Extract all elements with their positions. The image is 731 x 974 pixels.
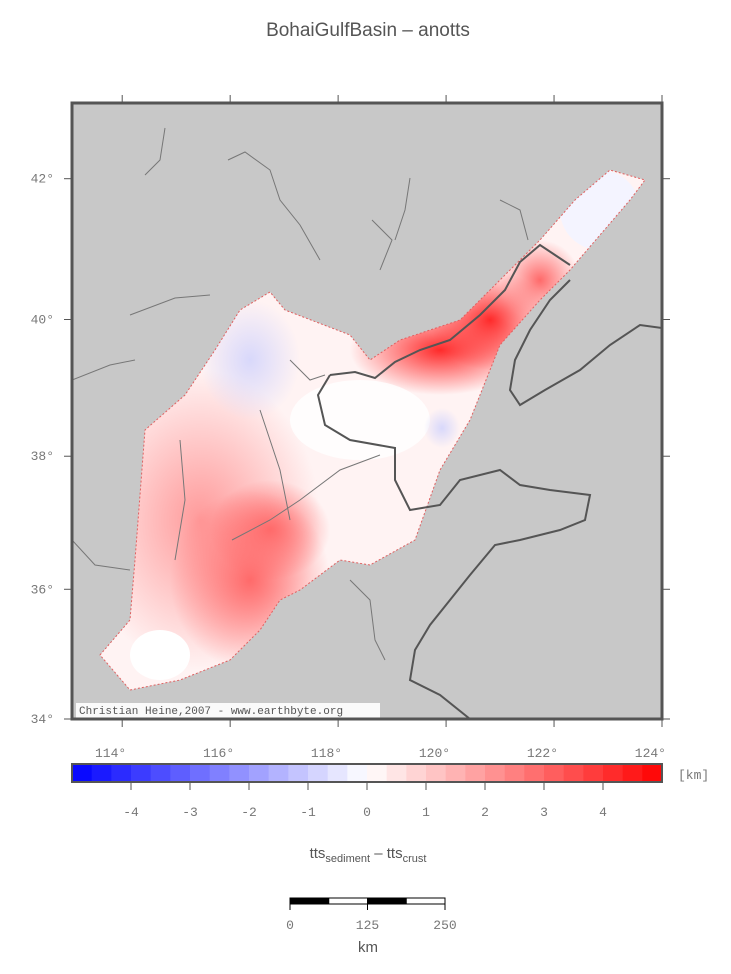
y-tick-label: 34° bbox=[31, 712, 54, 727]
coastline bbox=[316, 243, 662, 719]
colorbar-step bbox=[367, 764, 388, 782]
colorbar-step bbox=[544, 764, 565, 782]
colorbar-step bbox=[308, 764, 329, 782]
colorbar-step bbox=[268, 764, 289, 782]
colorbar-step bbox=[406, 764, 427, 782]
map-frame bbox=[70, 101, 664, 721]
colorbar-step bbox=[288, 764, 309, 782]
colorbar-step bbox=[209, 764, 230, 782]
y-tick-label: 38° bbox=[31, 449, 54, 464]
colorbar-step bbox=[229, 764, 250, 782]
colorbar-tick-label: 2 bbox=[481, 805, 489, 820]
colorbar-tick-label: 1 bbox=[422, 805, 430, 820]
colorbar-label-part: crust bbox=[403, 853, 427, 865]
x-tick-label: 122° bbox=[527, 746, 558, 761]
colorbar-step bbox=[583, 764, 604, 782]
colorbar-step bbox=[563, 764, 584, 782]
x-tick-label: 124° bbox=[635, 746, 666, 761]
colorbar-step bbox=[131, 764, 152, 782]
colorbar-step bbox=[504, 764, 525, 782]
y-tick-label: 36° bbox=[31, 582, 54, 597]
colorbar-step bbox=[91, 764, 112, 782]
x-tick-label: 120° bbox=[419, 746, 450, 761]
scalebar-segment bbox=[289, 897, 330, 905]
colorbar-label-part: sediment bbox=[325, 853, 370, 865]
map-area: Christian Heine,2007 - www.earthbyte.org bbox=[72, 103, 662, 719]
colorbar-label: ttssediment – ttscrust bbox=[310, 845, 427, 865]
colorbar-step bbox=[622, 764, 643, 782]
map-title: BohaiGulfBasin – anotts bbox=[266, 20, 470, 41]
colorbar-step bbox=[150, 764, 171, 782]
scalebar-segment bbox=[405, 897, 446, 905]
credit-box bbox=[76, 703, 380, 718]
colorbar-tick-label: 3 bbox=[540, 805, 548, 820]
x-tick-label: 118° bbox=[311, 746, 342, 761]
y-tick-label: 40° bbox=[31, 312, 54, 327]
colorbar-tick-label: 4 bbox=[599, 805, 607, 820]
colorbar-tick-label: -4 bbox=[123, 805, 139, 820]
credit: Christian Heine,2007 - www.earthbyte.org bbox=[79, 706, 343, 718]
colorbar-step bbox=[642, 764, 663, 782]
colorbar-step bbox=[190, 764, 211, 782]
scalebar-tick-label: 0 bbox=[286, 918, 294, 933]
colorbar-step bbox=[72, 764, 93, 782]
scalebar-segment bbox=[328, 897, 368, 905]
colorbar-step bbox=[170, 764, 191, 782]
colorbar-step bbox=[485, 764, 506, 782]
scalebar-segment bbox=[367, 897, 407, 905]
x-tick-label: 116° bbox=[203, 746, 234, 761]
colorbar-step bbox=[445, 764, 466, 782]
colorbar-tick-label: 0 bbox=[363, 805, 371, 820]
colorbar-label-part: – tts bbox=[370, 845, 403, 862]
colorbar-label-part: tts bbox=[310, 845, 326, 862]
x-tick-label: 114° bbox=[95, 746, 126, 761]
colorbar-step bbox=[111, 764, 132, 782]
colorbar-step bbox=[249, 764, 270, 782]
colorbar-step bbox=[426, 764, 447, 782]
colorbar-unit: [km] bbox=[678, 768, 709, 783]
colorbar-tick-label: -2 bbox=[241, 805, 257, 820]
colorbar-tick-label: -1 bbox=[300, 805, 316, 820]
colorbar-step bbox=[386, 764, 407, 782]
scalebar-unit: km bbox=[358, 939, 378, 956]
colorbar-step bbox=[603, 764, 624, 782]
colorbar-tick-label: -3 bbox=[182, 805, 198, 820]
scalebar-tick-label: 250 bbox=[433, 918, 456, 933]
colorbar-step bbox=[327, 764, 348, 782]
scalebar-tick-label: 125 bbox=[356, 918, 379, 933]
colorbar-step bbox=[524, 764, 545, 782]
y-tick-label: 42° bbox=[31, 172, 54, 187]
rivers bbox=[72, 127, 529, 661]
colorbar-step bbox=[347, 764, 368, 782]
colorbar-step bbox=[465, 764, 486, 782]
